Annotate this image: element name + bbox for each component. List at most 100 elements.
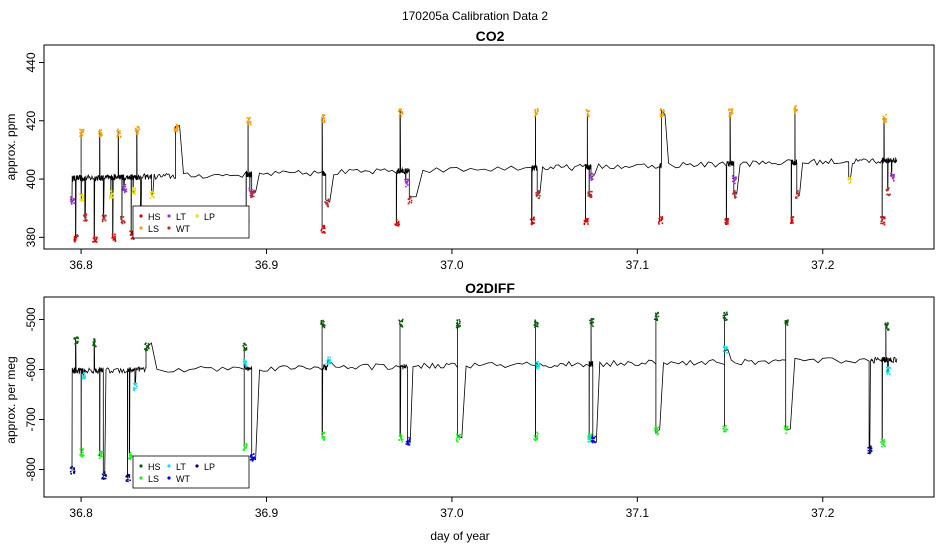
co2-point-wt	[407, 195, 413, 205]
o2diff-legend-label: WT	[176, 474, 190, 484]
o2diff-point-hs	[589, 318, 595, 328]
co2-point-wt	[535, 190, 541, 199]
co2-trace-line	[71, 106, 898, 240]
o2diff-axes: 36.8 36.9 37.0 37.1 37.2 -800 -700 -600 -500	[24, 307, 835, 520]
o2diff-x-tick-label: 36.8	[69, 506, 93, 520]
co2-point-ls	[173, 123, 179, 133]
co2-point-lt	[69, 196, 76, 205]
o2diff-point-ls	[79, 448, 85, 458]
o2diff-point-ls	[242, 442, 248, 451]
co2-x-tick-label: 37.2	[811, 258, 835, 272]
o2diff-point-hs	[653, 311, 660, 321]
o2diff-legend-label: LS	[148, 474, 159, 484]
o2diff-point-lp	[125, 473, 131, 483]
o2diff-point-lt	[326, 356, 331, 365]
o2diff-x-tick-label: 37.2	[811, 506, 835, 520]
o2diff-point-hs	[784, 319, 789, 326]
co2-point-hs	[92, 235, 98, 243]
co2-point-ls	[793, 105, 798, 114]
co2-legend-entry-lt: LT	[167, 212, 186, 222]
co2-point-lp	[847, 175, 853, 185]
co2-axes: 36.8 36.9 37.0 37.1 37.2 380 400 420 440	[24, 52, 835, 272]
co2-point-lt	[731, 175, 737, 185]
o2diff-point-ls	[533, 431, 539, 442]
co2-point-ls	[882, 113, 887, 124]
figure-title: 170205a Calibration Data 2	[402, 9, 548, 23]
co2-point-hs	[129, 230, 135, 240]
o2diff-y-label: approx. per meg	[4, 356, 18, 443]
co2-point-wt	[82, 213, 88, 222]
o2diff-point-lt	[81, 371, 86, 380]
o2diff-trace-line	[71, 313, 898, 479]
o2diff-point-hs	[722, 311, 728, 321]
o2diff-legend-entry-hs: HS	[139, 462, 161, 472]
o2diff-point-ls	[97, 450, 104, 459]
o2diff-legend-swatch	[167, 476, 171, 480]
co2-legend-entry-lp: LP	[195, 212, 215, 222]
co2-legend: HS LS LT WT LP	[132, 205, 250, 239]
co2-legend-label: HS	[148, 212, 161, 222]
o2diff-legend-swatch	[195, 464, 199, 468]
co2-legend-swatch	[195, 214, 199, 218]
o2diff-x-tick-label: 37.1	[626, 506, 650, 520]
co2-panel: CO2 approx. ppm 36.8 36.9 37.0 37.1 37.2 380 4…	[4, 28, 935, 272]
co2-point-lt	[122, 183, 128, 194]
o2diff-legend-label: LT	[176, 462, 186, 472]
o2diff-legend-swatch	[167, 464, 171, 468]
co2-point-wt	[324, 198, 330, 208]
co2-y-label: approx. ppm	[4, 114, 18, 181]
o2diff-point-ls	[783, 425, 789, 434]
o2diff-legend: HS LS LT WT LP	[132, 455, 250, 489]
o2diff-point-hs	[455, 319, 461, 329]
o2diff-point-hs	[92, 338, 97, 348]
o2diff-title: O2DIFF	[465, 280, 515, 296]
o2diff-legend-label: LP	[204, 462, 215, 472]
o2diff-point-hs	[398, 318, 404, 328]
o2diff-legend-entry-ls: LS	[139, 474, 159, 484]
o2diff-y-tick-label: -800	[24, 457, 38, 481]
co2-point-lp	[108, 190, 115, 200]
co2-point-ls	[585, 109, 591, 118]
co2-point-wt	[101, 213, 107, 223]
o2diff-y-tick-label: -500	[24, 307, 38, 331]
co2-point-hs	[394, 218, 400, 227]
co2-point-hs	[583, 217, 589, 225]
co2-point-wt	[249, 189, 256, 199]
o2diff-point-lt	[722, 345, 728, 354]
o2diff-legend-swatch	[139, 476, 143, 480]
co2-x-tick-label: 37.1	[626, 258, 650, 272]
co2-legend-entry-wt: WT	[167, 224, 190, 234]
o2diff-panel: O2DIFF approx. per meg 36.8 36.9 37.0 37.1 3…	[4, 280, 935, 520]
co2-point-hs	[724, 218, 729, 225]
o2diff-point-wt	[405, 436, 411, 446]
o2diff-point-hs	[73, 336, 79, 345]
co2-y-tick-label: 380	[24, 227, 38, 247]
o2diff-legend-swatch	[139, 464, 143, 468]
co2-legend-label: LS	[148, 224, 159, 234]
co2-legend-label: WT	[176, 224, 190, 234]
co2-legend-swatch	[167, 214, 171, 218]
o2diff-point-wt	[249, 453, 256, 462]
o2diff-point-ls	[722, 425, 728, 433]
co2-point-ls	[98, 129, 103, 138]
co2-point-lt	[890, 172, 895, 182]
co2-point-ls	[398, 108, 404, 118]
o2diff-point-hs	[533, 319, 539, 329]
co2-legend-swatch	[167, 226, 171, 230]
co2-point-wt	[120, 216, 126, 225]
o2diff-x-tick-label: 36.9	[255, 506, 279, 520]
o2diff-point-hs	[144, 342, 150, 352]
o2diff-point-ls	[398, 433, 404, 443]
co2-legend-entry-hs: HS	[139, 212, 161, 222]
o2diff-plot-frame	[43, 296, 935, 498]
co2-point-hs	[111, 233, 117, 243]
co2-point-lt	[404, 178, 409, 188]
o2diff-point-lt	[242, 358, 248, 368]
co2-point-ls	[134, 125, 141, 135]
o2diff-point-ls	[654, 426, 660, 436]
o2diff-point-ls	[455, 433, 461, 443]
o2diff-point-lt	[886, 366, 892, 375]
co2-y-tick-label: 400	[24, 169, 38, 189]
co2-point-ls	[116, 128, 122, 138]
co2-point-lt	[589, 172, 595, 181]
